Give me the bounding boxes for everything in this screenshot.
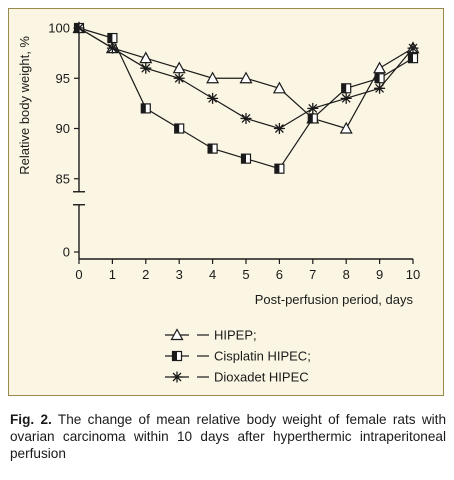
- x-tick-label: 10: [406, 267, 420, 282]
- y-tick-label: 85: [56, 171, 70, 186]
- legend-marker-2-fill: [172, 351, 177, 361]
- data-point-series-3: [240, 112, 252, 124]
- data-point-series-2-fill: [408, 53, 413, 63]
- data-point-series-3: [374, 82, 386, 94]
- data-point-series-2-fill: [208, 144, 213, 154]
- data-point-series-3: [106, 42, 118, 54]
- data-point-series-3: [173, 72, 185, 84]
- figure-panel: 100 95 90 85 0 0 1 2 3 4 5 6 7 8 9 10 Post-perfusion per…: [8, 8, 444, 396]
- x-tick-label: 7: [309, 267, 316, 282]
- data-point-series-2-fill: [107, 33, 113, 43]
- x-tick-label: 9: [376, 267, 383, 282]
- legend-marker-1: [170, 328, 184, 341]
- caption-label: Fig. 2.: [10, 412, 52, 427]
- y-tick-label: 95: [56, 71, 70, 86]
- x-tick-label: 6: [276, 267, 283, 282]
- caption-text: The change of mean relative body weight …: [10, 412, 447, 461]
- data-point-series-2-fill: [274, 164, 280, 174]
- data-point-series-3: [307, 102, 319, 114]
- data-point-series-2-fill: [174, 124, 180, 133]
- x-tick-label: 0: [75, 267, 82, 282]
- x-tick-label: 8: [343, 267, 350, 282]
- x-tick-label: 4: [209, 267, 216, 282]
- y-tick-label: 0: [63, 245, 70, 260]
- data-point-series-2-fill: [241, 154, 246, 164]
- data-point-series-1: [206, 71, 220, 84]
- legend-marker-3: [171, 371, 183, 383]
- data-point-series-3: [73, 22, 85, 34]
- data-point-series-1: [139, 51, 153, 64]
- x-tick-label: 1: [109, 267, 116, 282]
- data-point-series-1: [339, 121, 353, 134]
- data-point-series-2-fill: [341, 83, 347, 93]
- data-point-series-3: [207, 92, 219, 104]
- data-point-series-2-fill: [375, 73, 380, 83]
- y-axis-title: Relative body weight, %: [17, 36, 32, 175]
- data-point-series-3: [407, 42, 419, 54]
- data-point-series-3: [273, 123, 285, 134]
- y-tick-label: 90: [56, 121, 70, 136]
- x-tick-label: 2: [142, 267, 149, 282]
- legend-label-1: HIPEP;: [214, 328, 257, 343]
- data-point-series-1: [172, 61, 186, 74]
- figure-caption: Fig. 2. The change of mean relative body…: [10, 411, 446, 462]
- data-point-series-1: [239, 71, 253, 84]
- data-point-series-3: [140, 62, 152, 74]
- data-point-series-3: [340, 92, 352, 104]
- data-point-series-2-fill: [141, 103, 146, 113]
- data-point-series-1: [272, 81, 286, 94]
- data-point-series-2-fill: [308, 113, 313, 123]
- legend-label-3: Dioxadet HIPEC: [214, 370, 309, 385]
- y-tick-label: 100: [48, 21, 70, 36]
- x-axis-title: Post-perfusion period, days: [255, 292, 414, 307]
- x-tick-label: 3: [176, 267, 183, 282]
- chart: 100 95 90 85 00 1 2 3 4 5 6 7 8 9 10 Post-perfusion per…: [17, 21, 420, 385]
- data-point-series-1: [373, 61, 387, 74]
- x-tick-label: 5: [242, 267, 249, 282]
- legend-label-2: Cisplatin HIPEC;: [214, 349, 311, 364]
